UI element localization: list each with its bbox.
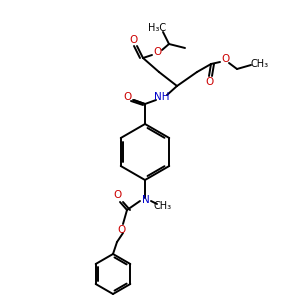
Text: O: O xyxy=(154,47,162,57)
Text: CH₃: CH₃ xyxy=(154,201,172,211)
Text: O: O xyxy=(222,54,230,64)
Text: CH₃: CH₃ xyxy=(251,59,269,69)
Text: N: N xyxy=(142,195,150,205)
Text: O: O xyxy=(130,35,138,45)
Text: O: O xyxy=(206,77,214,87)
Text: NH: NH xyxy=(154,92,170,102)
Text: O: O xyxy=(118,225,126,235)
Text: H₃C: H₃C xyxy=(148,23,166,33)
Text: O: O xyxy=(113,190,121,200)
Text: O: O xyxy=(123,92,131,102)
